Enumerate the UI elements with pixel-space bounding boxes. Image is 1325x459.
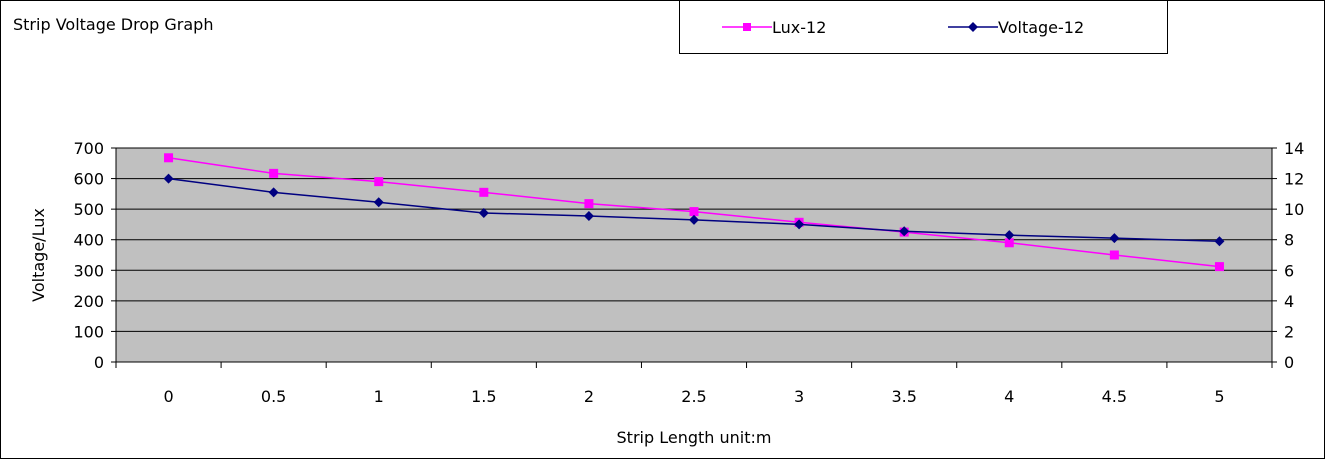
legend-swatch-lux-12 xyxy=(722,23,772,31)
x-tick-label: 4.5 xyxy=(1102,387,1127,406)
legend: Lux-12 Voltage-12 xyxy=(679,0,1168,54)
series-voltage-12 xyxy=(163,173,1225,247)
y2-tick-label: 2 xyxy=(1284,322,1294,341)
y-axis-title: Voltage/Lux xyxy=(29,208,48,302)
data-point-lux-12 xyxy=(1214,262,1224,272)
data-point-lux-12 xyxy=(584,199,594,209)
data-point-voltage-12 xyxy=(689,214,699,225)
data-point-voltage-12 xyxy=(794,219,805,230)
data-point-voltage-12 xyxy=(373,197,384,208)
data-point-lux-12 xyxy=(479,187,489,197)
y-tick-label: 300 xyxy=(73,261,104,280)
legend-item-voltage-12: Voltage-12 xyxy=(948,1,1084,53)
axes: 0 100 200 300 400 500 600 700 0 2 4 6 8 10 12 14 0 0.5 1 1.… xyxy=(73,139,1304,406)
y-tick-label: 100 xyxy=(73,322,104,341)
y-tick-label: 0 xyxy=(94,353,104,372)
x-tick-label: 0 xyxy=(163,387,173,406)
data-point-lux-12 xyxy=(689,207,699,217)
x-tick-label: 2.5 xyxy=(681,387,706,406)
y2-tick-label: 6 xyxy=(1284,261,1294,280)
x-tick-label: 3.5 xyxy=(891,387,916,406)
legend-swatch-voltage-12 xyxy=(948,22,998,32)
y2-tick-label: 12 xyxy=(1284,170,1304,189)
data-point-voltage-12 xyxy=(1004,230,1015,241)
data-point-voltage-12 xyxy=(1214,236,1225,247)
x-tick-label: 4 xyxy=(1004,387,1014,406)
legend-item-lux-12: Lux-12 xyxy=(722,1,826,53)
data-point-lux-12 xyxy=(269,168,279,178)
y-tick-label: 400 xyxy=(73,231,104,250)
legend-label-lux-12: Lux-12 xyxy=(772,17,827,37)
x-axis-title: Strip Length unit:m xyxy=(617,428,772,447)
x-tick-label: 0.5 xyxy=(261,387,286,406)
data-point-lux-12 xyxy=(1004,238,1014,248)
y-tick-label: 600 xyxy=(73,170,104,189)
y-tick-label: 200 xyxy=(73,292,104,311)
chart-title: Strip Voltage Drop Graph xyxy=(13,15,214,34)
data-point-lux-12 xyxy=(374,177,384,187)
gridlines xyxy=(116,147,1272,332)
x-tick-label: 3 xyxy=(794,387,804,406)
y2-tick-label: 4 xyxy=(1284,292,1294,311)
data-point-voltage-12 xyxy=(478,207,489,218)
x-tick-label: 1 xyxy=(374,387,384,406)
data-point-lux-12 xyxy=(1109,250,1119,260)
y2-tick-label: 14 xyxy=(1284,139,1304,158)
data-point-voltage-12 xyxy=(1109,233,1120,244)
y2-tick-label: 8 xyxy=(1284,231,1294,250)
x-tick-label: 2 xyxy=(584,387,594,406)
data-point-voltage-12 xyxy=(583,211,594,222)
y-tick-label: 700 xyxy=(73,139,104,158)
data-point-voltage-12 xyxy=(268,187,279,198)
y2-tick-label: 0 xyxy=(1284,353,1294,372)
x-tick-label: 5 xyxy=(1214,387,1224,406)
y2-tick-label: 10 xyxy=(1284,200,1304,219)
data-point-voltage-12 xyxy=(899,226,910,237)
x-tick-label: 1.5 xyxy=(471,387,496,406)
y-tick-label: 500 xyxy=(73,200,104,219)
data-point-voltage-12 xyxy=(163,173,174,184)
data-point-lux-12 xyxy=(164,153,174,163)
legend-label-voltage-12: Voltage-12 xyxy=(998,17,1085,37)
series-layer xyxy=(163,153,1225,272)
plot-area xyxy=(115,147,1273,363)
